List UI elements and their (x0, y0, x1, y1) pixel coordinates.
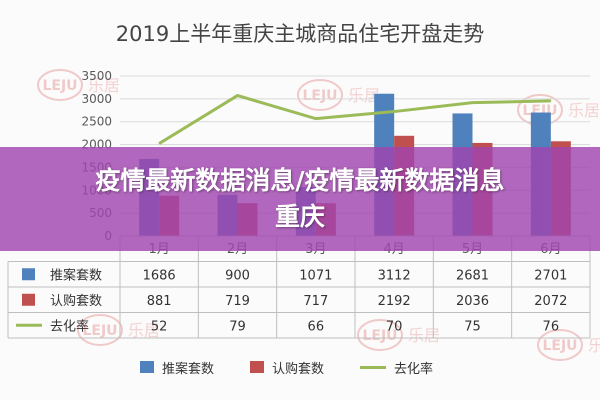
data-label: 1071 (299, 268, 332, 283)
legend-label-push: 推案套数 (162, 361, 215, 377)
watermark-logo-ring (537, 329, 583, 361)
table-key-subscribe (22, 293, 35, 306)
data-label: 1686 (143, 268, 176, 283)
y-tick-label: 3500 (81, 69, 112, 83)
data-label: 2681 (456, 268, 489, 283)
watermark-logo-ring (37, 69, 83, 101)
watermark-brand-text: 乐居 (408, 326, 440, 345)
watermark-logo-text: LEJU (362, 328, 397, 344)
watermark-logo-ring (77, 314, 123, 346)
legend-item-rate: 去化率 (360, 358, 433, 377)
watermark-brand-text: 乐居 (88, 76, 120, 95)
point-rate (472, 102, 473, 104)
legend-swatch-subscribe (250, 361, 265, 373)
data-label: 719 (225, 294, 250, 309)
headline-text: 疫情最新数据消息/疫情最新数据消息重庆 (95, 166, 505, 231)
point-rate (315, 118, 317, 120)
data-label: 2701 (534, 268, 567, 283)
legend-swatch-push (140, 361, 154, 373)
data-label: 66 (308, 319, 325, 334)
data-label: 75 (464, 319, 481, 334)
watermark-logo-ring (297, 79, 343, 111)
data-label: 2036 (456, 294, 489, 309)
data-label: 900 (225, 268, 250, 283)
data-label: 2192 (378, 294, 411, 309)
watermark-brand-text: 乐居 (568, 101, 600, 120)
data-label: 881 (147, 294, 172, 309)
data-label: 3112 (378, 268, 411, 283)
legend-item-push: 推案套数 (140, 358, 214, 377)
data-label: 717 (303, 294, 328, 309)
point-rate (237, 95, 238, 97)
table-row-label: 去化率 (50, 318, 89, 334)
chart-title: 2019上半年重庆主城商品住宅开盘走势 (115, 22, 485, 46)
data-label: 70 (386, 319, 403, 334)
data-label: 76 (543, 319, 560, 334)
table-row-label: 认购套数 (50, 293, 102, 309)
headline-banner: 疫情最新数据消息/疫情最新数据消息重庆 (0, 147, 600, 251)
watermark-brand-text: 乐居 (588, 336, 600, 355)
table-key-push (22, 268, 35, 281)
watermark-logo-text: LEJU (82, 323, 117, 339)
legend-label-rate: 去化率 (394, 361, 434, 377)
watermark-logo-ring (357, 319, 403, 351)
chart-legend: 推案套数 认购套数 去化率 (140, 357, 433, 377)
legend-label-subscribe: 认购套数 (272, 361, 325, 377)
legend-item-subscribe: 认购套数 (250, 358, 324, 377)
watermark-brand-text: 乐居 (348, 86, 380, 105)
y-tick-label: 2500 (81, 115, 112, 129)
y-tick-label: 3000 (81, 92, 112, 106)
watermark-brand-text: 乐居 (128, 321, 160, 340)
data-label: 79 (229, 319, 246, 334)
watermark-logo-text: LEJU (42, 78, 77, 94)
table-row-label: 推案套数 (50, 267, 102, 283)
point-rate (158, 143, 160, 145)
point-rate (393, 111, 395, 113)
point-rate (550, 100, 552, 102)
watermark-logo-text: LEJU (542, 338, 577, 354)
data-label: 52 (151, 319, 168, 334)
line-rate (158, 93, 551, 145)
watermark-logo-text: LEJU (302, 88, 337, 104)
legend-swatch-rate (360, 365, 387, 369)
data-label: 2072 (534, 294, 567, 309)
